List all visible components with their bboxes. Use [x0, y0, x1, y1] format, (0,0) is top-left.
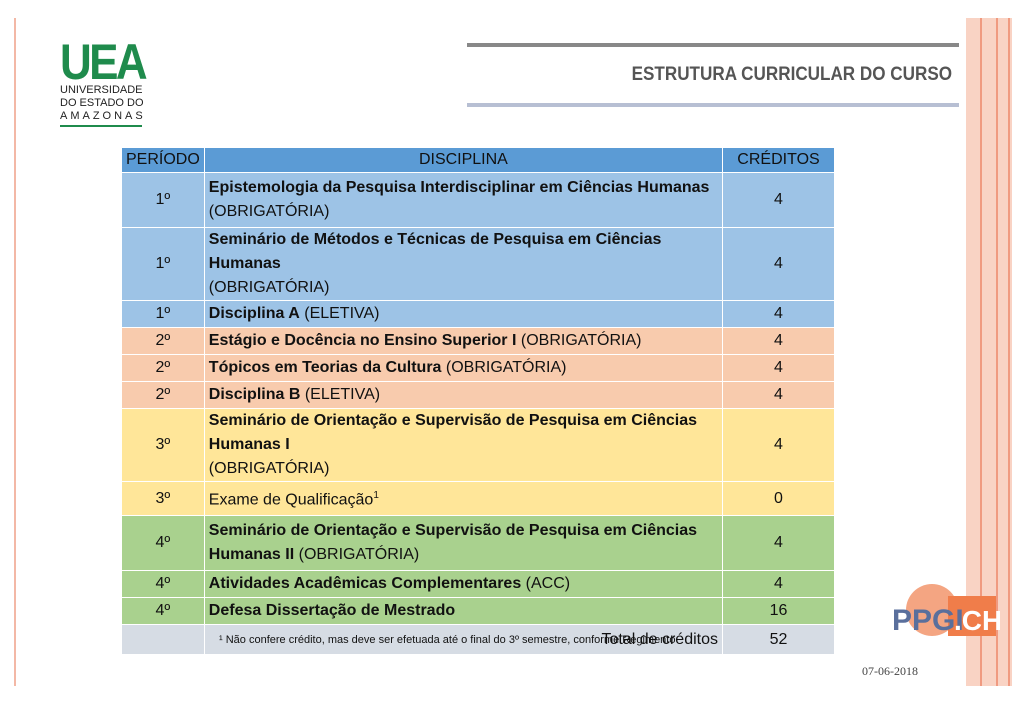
discipline-type: (OBRIGATÓRIA)	[208, 460, 330, 477]
logo-line-3: AMAZONAS	[60, 110, 146, 122]
row-discipline: Defesa Dissertação de Mestrado	[203, 597, 724, 625]
row-discipline: Epistemologia da Pesquisa Interdisciplin…	[203, 172, 724, 228]
right-band-stripe	[980, 18, 982, 686]
discipline-name: Defesa Dissertação de Mestrado	[208, 602, 456, 619]
curriculum-table: PERÍODO DISCIPLINA CRÉDITOS 1º Epistemol…	[121, 147, 835, 655]
table-row: 2º Tópicos em Teorias da Cultura (OBRIGA…	[121, 354, 835, 382]
discipline-type: (ELETIVA)	[304, 386, 381, 403]
row-period: 2º	[121, 354, 205, 382]
table-row: 4º Seminário de Orientação e Supervisão …	[121, 515, 835, 571]
discipline-type: (OBRIGATÓRIA)	[445, 359, 567, 376]
discipline-type: (OBRIGATÓRIA)	[208, 203, 330, 220]
table-row: 1º Epistemologia da Pesquisa Interdiscip…	[121, 172, 835, 228]
discipline-name: Seminário de Orientação e Supervisão de …	[208, 522, 697, 563]
table-row: 1º Seminário de Métodos e Técnicas de Pe…	[121, 227, 835, 301]
header-credits: CRÉDITOS	[722, 147, 835, 173]
discipline-name: Tópicos em Teorias da Cultura	[208, 359, 442, 376]
brand-circle	[906, 584, 958, 636]
brand-right-text: .CH	[954, 605, 1000, 636]
row-credits: 0	[722, 481, 835, 516]
row-credits: 4	[722, 408, 835, 482]
row-discipline: Tópicos em Teorias da Cultura (OBRIGATÓR…	[203, 354, 724, 382]
total-row: Total de créditos 52	[121, 624, 835, 655]
row-discipline: Exame de Qualificação1	[203, 481, 724, 516]
total-empty-cell	[121, 624, 205, 655]
table-row: 3º Exame de Qualificação1 0	[121, 481, 835, 516]
row-discipline: Seminário de Orientação e Supervisão de …	[203, 408, 724, 482]
discipline-name: Disciplina B	[208, 386, 301, 403]
row-period: 2º	[121, 327, 205, 355]
right-band-stripe	[996, 18, 998, 686]
row-discipline: Seminário de Métodos e Técnicas de Pesqu…	[203, 227, 724, 301]
discipline-name: Estágio e Docência no Ensino Superior I	[208, 332, 517, 349]
row-credits: 4	[722, 354, 835, 382]
title-bar-bottom	[467, 103, 959, 107]
footnote: ¹ Não confere crédito, mas deve ser efet…	[219, 634, 676, 646]
brand-square	[948, 596, 996, 636]
left-border-line	[14, 18, 16, 686]
table-header-row: PERÍODO DISCIPLINA CRÉDITOS	[121, 147, 835, 173]
row-discipline: Disciplina A (ELETIVA)	[203, 300, 724, 328]
discipline-type: (OBRIGATÓRIA)	[520, 332, 642, 349]
row-credits: 4	[722, 381, 835, 409]
row-discipline: Seminário de Orientação e Supervisão de …	[203, 515, 724, 571]
table-row: 1º Disciplina A (ELETIVA) 4	[121, 300, 835, 328]
page-title: ESTRUTURA CURRICULAR DO CURSO	[631, 64, 952, 85]
slide-date: 07-06-2018	[862, 664, 918, 678]
discipline-type: (OBRIGATÓRIA)	[208, 279, 330, 296]
row-period: 4º	[121, 515, 205, 571]
right-band-stripe	[1008, 18, 1010, 686]
table-row: 2º Disciplina B (ELETIVA) 4	[121, 381, 835, 409]
total-value: 52	[722, 624, 835, 655]
row-credits: 4	[722, 300, 835, 328]
discipline-name: Disciplina A	[208, 305, 300, 322]
discipline-type: (ELETIVA)	[304, 305, 380, 322]
row-credits: 4	[722, 327, 835, 355]
footnote-marker: 1	[373, 490, 379, 502]
uea-logo: UEA UNIVERSIDADE DO ESTADO DO AMAZONAS	[60, 34, 157, 127]
right-decorative-band	[966, 18, 1012, 686]
table-row: 4º Atividades Acadêmicas Complementares …	[121, 570, 835, 598]
logo-underline	[60, 125, 142, 127]
row-period: 1º	[121, 172, 205, 228]
row-period: 2º	[121, 381, 205, 409]
logo-line-2: DO ESTADO DO	[60, 97, 144, 109]
discipline-name: Exame de Qualificação	[208, 491, 374, 509]
row-credits: 4	[722, 570, 835, 598]
row-period: 3º	[121, 408, 205, 482]
header-period: PERÍODO	[121, 147, 205, 173]
discipline-type: (OBRIGATÓRIA)	[298, 546, 420, 563]
title-bar-top	[467, 43, 959, 47]
table-row: 3º Seminário de Orientação e Supervisão …	[121, 408, 835, 482]
table-row: 2º Estágio e Docência no Ensino Superior…	[121, 327, 835, 355]
row-credits: 4	[722, 172, 835, 228]
discipline-name: Seminário de Orientação e Supervisão de …	[208, 412, 697, 453]
total-label: Total de créditos	[203, 624, 724, 655]
discipline-name: Seminário de Métodos e Técnicas de Pesqu…	[208, 231, 662, 272]
discipline-name: Atividades Acadêmicas Complementares	[208, 575, 522, 592]
row-discipline: Atividades Acadêmicas Complementares (AC…	[203, 570, 724, 598]
row-discipline: Disciplina B (ELETIVA)	[203, 381, 724, 409]
ppgi-ch-logo: PPGI .CH	[892, 584, 1000, 637]
row-period: 1º	[121, 300, 205, 328]
logo-line-1: UNIVERSIDADE	[60, 84, 143, 96]
discipline-type: (ACC)	[525, 575, 571, 592]
discipline-name: Epistemologia da Pesquisa Interdisciplin…	[208, 179, 710, 196]
table-row: 4º Defesa Dissertação de Mestrado 16	[121, 597, 835, 625]
header-discipline: DISCIPLINA	[203, 147, 724, 173]
brand-left-text: PPGI	[892, 604, 964, 637]
row-credits: 4	[722, 515, 835, 571]
row-period: 4º	[121, 597, 205, 625]
row-credits: 16	[722, 597, 835, 625]
row-credits: 4	[722, 227, 835, 301]
logo-mark: UEA	[60, 34, 148, 90]
row-period: 1º	[121, 227, 205, 301]
row-period: 4º	[121, 570, 205, 598]
row-discipline: Estágio e Docência no Ensino Superior I …	[203, 327, 724, 355]
row-period: 3º	[121, 481, 205, 516]
